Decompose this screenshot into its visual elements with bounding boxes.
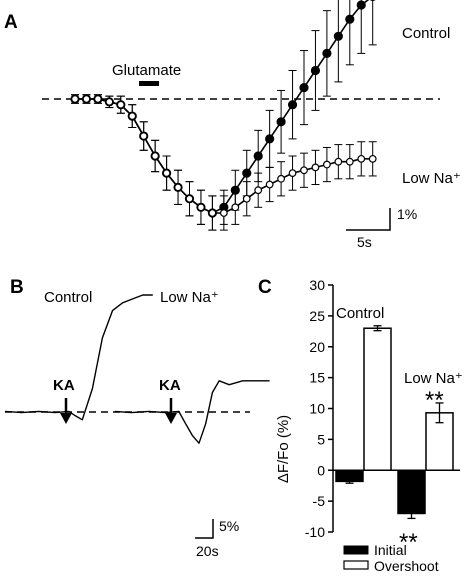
data-point-lowna: [288, 169, 297, 178]
data-point-lowna: [208, 209, 217, 217]
y-tick-label: 5: [317, 431, 325, 447]
panel-c-bars: [335, 325, 454, 520]
y-tick-label: 20: [309, 339, 325, 355]
legend-label-overshoot: Overshoot: [374, 558, 439, 574]
data-point-lowna: [128, 112, 137, 120]
legend: Initial Overshoot: [343, 542, 439, 574]
panel-c-ticks: -10 -5 0 5 10 15 20 25 30: [305, 277, 333, 540]
panel-label-b: B: [10, 277, 24, 298]
ka-arrow-control: [60, 398, 72, 424]
data-point-lowna: [254, 186, 263, 195]
data-point-lowna: [368, 154, 377, 163]
data-point-control: [242, 168, 252, 178]
panel-a-control-label: Control: [402, 25, 450, 42]
panel-a-chart: Glutamate Control Low Na⁺ 1% 5s: [42, 0, 461, 250]
data-point-lowna: [185, 194, 194, 203]
data-point-lowna: [174, 183, 182, 192]
panel-a-markers: [70, 0, 377, 218]
data-point-lowna: [82, 95, 91, 103]
panel-a-lowna-label: Low Na⁺: [402, 170, 461, 187]
data-point-lowna: [242, 194, 251, 203]
panel-c-control-label: Control: [336, 305, 384, 322]
data-point-lowna: [277, 174, 286, 183]
data-point-lowna: [116, 100, 125, 109]
data-point-control: [253, 151, 263, 161]
data-point-lowna: [139, 132, 148, 140]
ka-label-lowna: KA: [159, 377, 181, 394]
ka-arrow-lowna: [165, 398, 177, 424]
significance-overshoot: **: [425, 387, 444, 414]
panel-c-lowna-label: Low Na⁺: [404, 370, 463, 387]
data-point-lowna: [219, 209, 228, 217]
data-point-lowna: [311, 163, 320, 172]
panel-label-c: C: [258, 277, 272, 298]
glutamate-bar: [139, 81, 159, 86]
panel-a-scalebar-x-label: 5s: [357, 234, 372, 250]
panel-c-y-axis-label: ΔF/Fo (%): [275, 415, 292, 483]
y-tick-label: 25: [309, 308, 325, 324]
data-point-lowna: [151, 152, 160, 160]
bar-overshoot-control: [363, 327, 392, 471]
ka-label-control: KA: [53, 377, 75, 394]
panel-a-scalebar-y-label: 1%: [397, 206, 417, 222]
data-point-lowna: [334, 157, 343, 166]
panel-a-scalebar: [346, 208, 391, 231]
data-point-control: [356, 0, 366, 10]
data-point-control: [322, 48, 332, 59]
y-tick-label: 0: [317, 462, 325, 478]
glutamate-label: Glutamate: [112, 62, 181, 79]
legend-label-initial: Initial: [374, 542, 407, 558]
data-point-control: [265, 134, 275, 144]
trace-lowna: [114, 380, 270, 444]
data-point-control: [310, 65, 321, 76]
data-point-control: [287, 100, 298, 110]
panel-b-chart: Control Low Na⁺ KA KA 5% 20s: [4, 289, 270, 559]
y-tick-label: 30: [309, 277, 325, 293]
data-point-lowna: [105, 97, 114, 106]
data-point-control: [276, 117, 286, 127]
significance-initial: **: [399, 529, 418, 556]
data-point-lowna: [231, 203, 240, 212]
data-point-lowna: [323, 160, 331, 169]
data-point-lowna: [357, 154, 366, 163]
data-point-lowna: [197, 203, 205, 212]
data-point-lowna: [345, 157, 354, 166]
data-point-lowna: [71, 95, 79, 103]
panel-label-a: A: [4, 12, 18, 33]
data-point-control: [345, 14, 355, 24]
panel-b-control-label: Control: [44, 289, 92, 306]
panel-b-traces: [4, 294, 270, 444]
panel-c-chart: -10 -5 0 5 10 15 20 25 30 ΔF/Fo (%) Control Low …: [275, 277, 463, 574]
data-point-lowna: [162, 169, 171, 178]
panel-a-error-bars: [71, 0, 377, 231]
y-tick-label: 10: [309, 401, 325, 417]
data-point-lowna: [300, 166, 308, 175]
data-point-control: [299, 82, 309, 93]
y-tick-label: 15: [309, 370, 325, 386]
panel-b-scalebar-y-label: 5%: [219, 518, 239, 534]
data-point-control: [333, 31, 343, 41]
y-tick-label: -5: [313, 493, 326, 509]
legend-swatch-overshoot: [343, 560, 369, 570]
panel-b-lowna-label: Low Na⁺: [160, 289, 219, 306]
y-tick-label: -10: [305, 524, 325, 540]
panel-b-scalebar: [195, 519, 214, 539]
data-point-control: [230, 185, 240, 195]
data-point-lowna: [93, 95, 102, 103]
panel-b-scalebar-x-label: 20s: [196, 543, 219, 559]
trace-control: [4, 294, 153, 421]
legend-swatch-initial: [343, 545, 369, 555]
bar-initial-lowna: [397, 469, 426, 515]
data-point-lowna: [265, 180, 274, 189]
